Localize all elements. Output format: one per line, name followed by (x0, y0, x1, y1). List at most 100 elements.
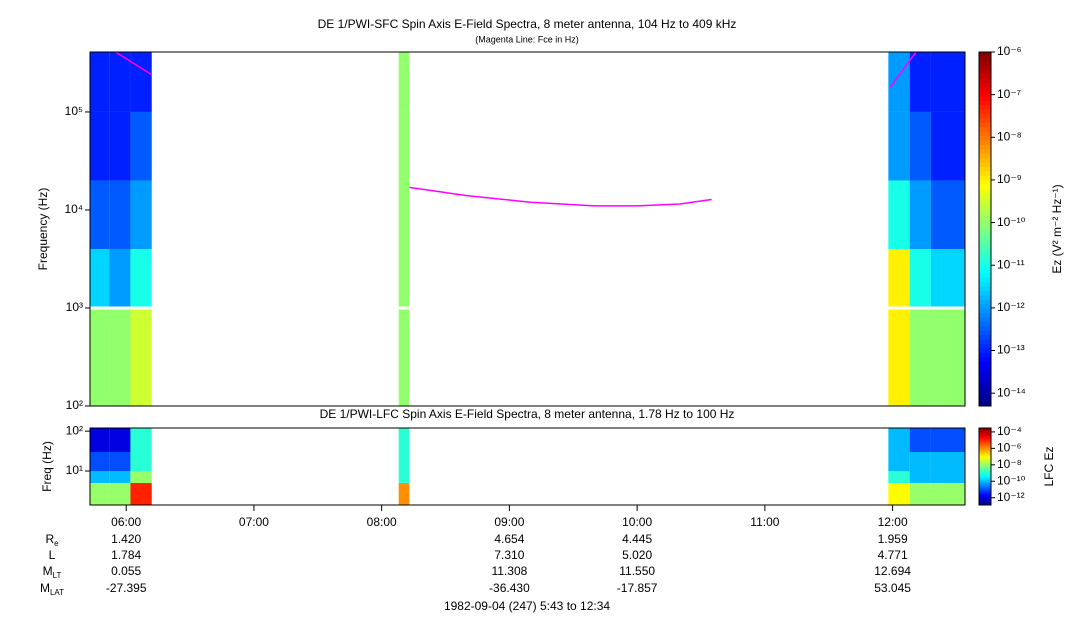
colorbar-step (979, 295, 991, 301)
y-tick-label: 10⁵ (65, 104, 83, 118)
heatmap-cell (398, 307, 410, 406)
x-tick-label: 06:00 (111, 515, 141, 529)
colorbar-step (979, 211, 991, 217)
colorbar-step (979, 335, 991, 341)
colorbar-step (979, 471, 991, 473)
colorbar-step (979, 435, 991, 438)
heatmap-cell (909, 470, 931, 483)
colorbar-step (979, 431, 991, 434)
colorbar-step (979, 498, 991, 500)
colorbar-step (979, 455, 991, 458)
colorbar-frame (978, 51, 992, 407)
plot-frame (89, 51, 966, 407)
y-tick-label: 10² (66, 398, 83, 412)
colorbar-step (979, 466, 991, 468)
heatmap-cell (109, 307, 131, 406)
colorbar-step (979, 491, 991, 493)
heatmap-cell (398, 482, 410, 505)
ephemeris-value: -27.395 (106, 581, 147, 595)
colorbar-step (979, 286, 991, 292)
colorbar-step (979, 429, 991, 432)
y-axis-label: Freq (Hz) (40, 441, 54, 492)
heatmap-cell (930, 180, 965, 249)
heatmap-cell (930, 451, 965, 471)
colorbar-step (979, 56, 991, 62)
colorbar-step (979, 451, 991, 453)
colorbar-step (979, 122, 991, 128)
colorbar-step (979, 442, 991, 444)
heatmap-cell (130, 52, 152, 112)
heatmap-cell (888, 248, 910, 308)
heatmap-cell (109, 111, 131, 181)
x-tick-label: 11:00 (750, 515, 779, 529)
colorbar-step (979, 501, 991, 503)
colorbar-step (979, 448, 991, 450)
colorbar-step (979, 446, 991, 448)
ephemeris-value: 4.445 (622, 532, 652, 546)
footer: 1982-09-04 (247) 5:43 to 12:34 (444, 599, 610, 613)
heatmap-cell (130, 111, 152, 181)
colorbar-step (979, 167, 991, 172)
colorbar-step (979, 473, 991, 475)
heatmap-cell (909, 428, 931, 452)
colorbar-step (979, 237, 991, 243)
colorbar-step (979, 469, 991, 471)
colorbar-step (979, 69, 991, 75)
colorbar-step (979, 149, 991, 155)
colorbar-tick-label: 10⁻¹⁰ (997, 215, 1026, 229)
colorbar-step (979, 229, 991, 234)
colorbar-step (979, 96, 991, 102)
colorbar-step (979, 489, 991, 492)
colorbar-step (979, 475, 991, 477)
colorbar-step (979, 52, 991, 57)
colorbar-step (979, 118, 991, 124)
colorbar-step (979, 499, 991, 501)
colorbar-step (979, 486, 991, 489)
colorbar-step (979, 388, 991, 394)
colorbar-step (979, 109, 991, 115)
colorbar-label: LFC Ez (1042, 446, 1056, 486)
colorbar-tick-label: 10⁻¹⁰ (997, 473, 1026, 487)
colorbar-step (979, 478, 991, 480)
colorbar-step (979, 370, 991, 376)
colorbar-step (979, 481, 991, 484)
colorbar-step (979, 449, 991, 451)
heatmap-cell (90, 470, 110, 483)
heatmap-cell (398, 470, 410, 483)
heatmap-cell (398, 52, 410, 112)
colorbar-step (979, 428, 991, 430)
colorbar-step (979, 273, 991, 279)
heatmap-cell (130, 248, 152, 308)
ephemeris-value: 1.959 (878, 532, 908, 546)
colorbar-step (979, 330, 991, 336)
colorbar-step (979, 458, 991, 461)
heatmap-cell (130, 428, 152, 452)
colorbar-step (979, 348, 991, 354)
heatmap-cell (888, 428, 910, 452)
colorbar-step (979, 339, 991, 345)
ephemeris-label: MLT (43, 564, 62, 580)
heatmap-cell (930, 307, 965, 406)
colorbar-step (979, 430, 991, 433)
colorbar-step (979, 392, 991, 398)
ephemeris-value: 11.550 (619, 564, 655, 578)
colorbar-step (979, 361, 991, 367)
ephemeris-value: 5.020 (622, 548, 652, 562)
heatmap-cell (888, 180, 910, 249)
colorbar-step (979, 198, 991, 203)
colorbar-step (979, 479, 991, 482)
colorbar-step (979, 485, 991, 488)
colorbar-step (979, 397, 991, 403)
colorbar-step (979, 326, 991, 332)
colorbar-step (979, 317, 991, 323)
colorbar-step (979, 461, 991, 464)
colorbar-step (979, 502, 991, 504)
heatmap-cell (109, 248, 131, 308)
colorbar-step (979, 476, 991, 478)
heatmap-cell (130, 470, 152, 483)
colorbar-step (979, 127, 991, 133)
colorbar-step (979, 500, 991, 502)
colorbar-step (979, 482, 991, 485)
ephemeris-value: 12.694 (874, 564, 911, 578)
